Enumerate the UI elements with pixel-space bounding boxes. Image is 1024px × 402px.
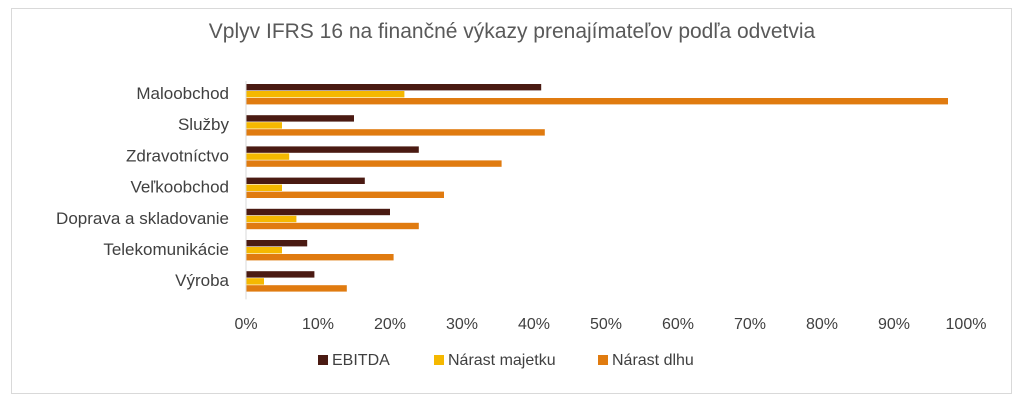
x-tick-label: 60%: [662, 316, 694, 333]
bar-nárast-dlhu: [246, 222, 419, 230]
category-label: Služby: [178, 115, 230, 134]
bar-nárast-majetku: [246, 122, 282, 129]
bar-nárast-dlhu: [246, 98, 948, 105]
x-axis-ticks: 0% 10% 20% 30% 40% 50% 60% 70% 80% 90% 100%: [234, 316, 986, 333]
legend-label: Nárast dlhu: [612, 352, 694, 369]
x-tick-label: 90%: [878, 316, 910, 333]
chart-title: Vplyv IFRS 16 na finančné výkazy prenají…: [208, 20, 816, 43]
category-label: Veľkoobchod: [130, 178, 229, 197]
bar-nárast-majetku: [246, 247, 282, 254]
bar-nárast-majetku: [246, 184, 282, 191]
x-tick-label: 100%: [946, 316, 987, 333]
x-tick-label: 10%: [302, 316, 334, 333]
bar-ebitda: [246, 271, 315, 278]
x-tick-label: 20%: [374, 316, 406, 333]
bar-ebitda: [246, 177, 365, 184]
bar-ebitda: [246, 84, 542, 91]
category-label: Doprava a skladovanie: [56, 209, 229, 228]
bar-ebitda: [246, 208, 390, 216]
chart-frame: [11, 8, 1012, 394]
legend-swatch: [434, 355, 444, 365]
bar-ebitda: [246, 240, 308, 247]
bar-nárast-majetku: [246, 91, 405, 98]
x-tick-label: 30%: [446, 316, 478, 333]
bar-nárast-dlhu: [246, 191, 444, 198]
legend-label: Nárast majetku: [448, 352, 556, 369]
x-tick-label: 0%: [234, 316, 257, 333]
category-labels: Maloobchod Služby Zdravotníctvo Veľkoobchod…: [56, 84, 229, 290]
x-tick-label: 50%: [590, 316, 622, 333]
x-tick-label: 80%: [806, 316, 838, 333]
legend-swatch: [318, 355, 328, 365]
x-tick-label: 40%: [518, 316, 550, 333]
bar-nárast-majetku: [246, 278, 264, 285]
category-label: Výroba: [175, 271, 229, 290]
legend-label: EBITDA: [332, 352, 390, 369]
bar-nárast-majetku: [246, 153, 290, 160]
category-label: Telekomunikácie: [103, 240, 229, 259]
legend-swatch: [598, 355, 608, 365]
bar-nárast-majetku: [246, 215, 297, 223]
x-tick-label: 70%: [734, 316, 766, 333]
bar-nárast-dlhu: [246, 254, 394, 261]
bar-nárast-dlhu: [246, 129, 545, 136]
category-label: Zdravotníctvo: [126, 146, 229, 165]
bar-nárast-dlhu: [246, 285, 347, 292]
legend: EBITDA Nárast majetku Nárast dlhu: [318, 352, 694, 369]
bar-nárast-dlhu: [246, 160, 502, 167]
bar-ebitda: [246, 115, 354, 122]
category-label: Maloobchod: [136, 84, 229, 103]
bars-group: [245, 81, 948, 300]
bar-ebitda: [246, 146, 419, 153]
